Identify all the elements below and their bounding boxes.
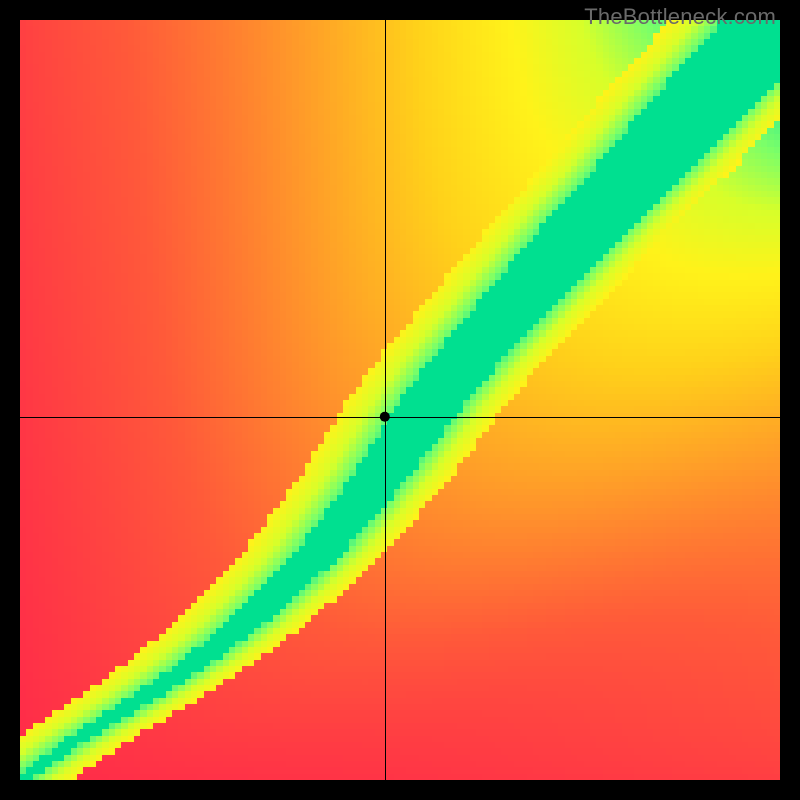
page-container: TheBottleneck.com xyxy=(0,0,800,800)
bottleneck-heatmap xyxy=(20,20,780,780)
watermark-text: TheBottleneck.com xyxy=(584,4,776,30)
